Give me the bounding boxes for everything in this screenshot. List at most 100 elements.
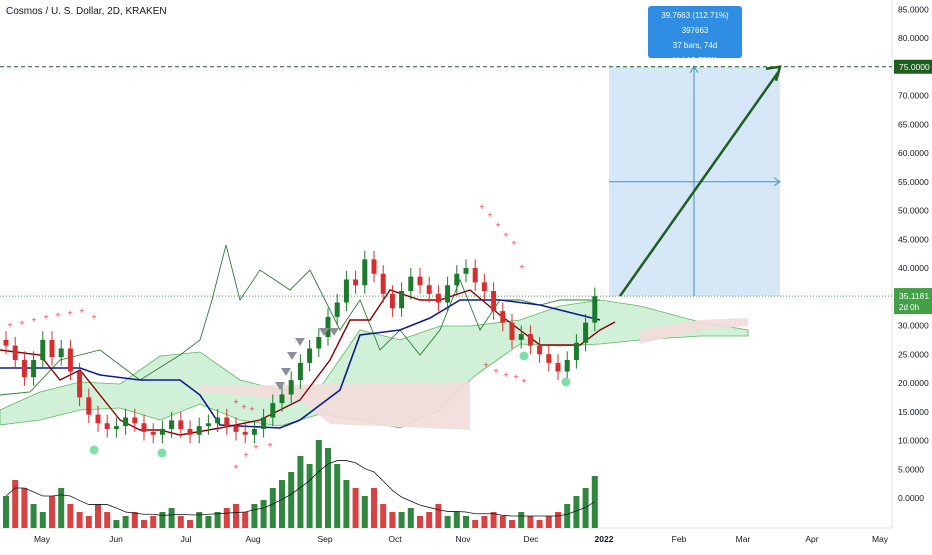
volume-bar (30, 504, 37, 528)
projection-arrowhead (765, 65, 782, 82)
candle-body (371, 259, 377, 274)
candle-body (481, 282, 487, 291)
sar-marker: + (241, 402, 246, 412)
y-tick-label: 85.0000 (898, 4, 929, 14)
y-tick-label: 30.0000 (898, 321, 929, 331)
current-price-subtext: 2d 0h (899, 303, 919, 312)
volume-bar (113, 520, 120, 528)
volume-bar (555, 512, 561, 528)
target-price-badge (894, 59, 932, 74)
candle-body (518, 334, 524, 340)
marker-triangle (295, 338, 305, 346)
x-tick-label: Feb (672, 534, 687, 544)
volume-bar (39, 512, 46, 528)
volume-bar (499, 516, 506, 528)
target-price-text: 75.0000 (899, 62, 930, 72)
volume-bar (141, 520, 147, 528)
volume-bar (104, 512, 111, 528)
volume-bar (426, 512, 433, 528)
x-tick-label: Oct (388, 534, 402, 544)
sar-marker: + (7, 320, 12, 330)
ichimoku-cloud-bear-future (640, 318, 748, 344)
x-tick-label: Jun (109, 534, 123, 544)
signal-dot (157, 448, 167, 458)
candle-body (178, 420, 184, 429)
volume-bar (435, 504, 442, 528)
sar-marker: + (267, 440, 272, 450)
candle-body (86, 397, 92, 415)
sar-marker: + (487, 210, 492, 220)
measure-line-bars: 37 bars, 74d (672, 41, 718, 50)
x-tick-label: Apr (805, 534, 818, 544)
marker-triangle (329, 328, 339, 336)
volume-bar (380, 504, 387, 528)
candle-body (537, 345, 543, 355)
candle-body (500, 311, 506, 323)
marker-triangle (281, 368, 291, 376)
sar-marker: + (233, 397, 238, 407)
signal-dot (89, 445, 99, 455)
volume-bar (407, 508, 414, 528)
kijun-sen-line (0, 299, 601, 429)
x-tick-label: Nov (455, 534, 471, 544)
candle-body (417, 276, 423, 286)
candle-body (141, 423, 147, 432)
sar-marker: + (233, 462, 238, 472)
ichimoku-cloud-bull (0, 299, 749, 429)
candle-body (49, 339, 55, 358)
volume-bar (481, 516, 488, 528)
volume-bar (223, 508, 230, 528)
sar-marker: + (483, 360, 488, 370)
candle-body (307, 348, 313, 363)
volume-bar (564, 504, 571, 528)
volume-bar (187, 520, 193, 528)
candle-body (509, 322, 515, 340)
volume-bar (269, 488, 276, 528)
candle-body (150, 431, 156, 435)
sar-marker: + (67, 308, 72, 318)
candle-body (527, 334, 533, 346)
volume-bar (260, 500, 267, 528)
candle-body (132, 417, 138, 424)
y-tick-label: 70.0000 (898, 91, 929, 101)
volume-bar (518, 512, 525, 528)
volume-bar (398, 512, 405, 528)
candle-body (95, 414, 101, 424)
volume-bar (85, 516, 92, 528)
ichimoku-cloud-bear (200, 382, 470, 430)
candle-body (58, 348, 64, 358)
candle-body (77, 371, 83, 398)
y-tick-label: 25.0000 (898, 349, 929, 359)
x-tick-label: Aug (245, 534, 260, 544)
measure-right-arrowhead (773, 177, 781, 187)
y-tick-label: 0.0000 (898, 493, 924, 503)
chikou-span-line (0, 244, 600, 396)
volume-bar (325, 448, 331, 528)
x-tick-label: Dec (523, 534, 539, 544)
volume-bar (472, 520, 479, 528)
volume-bar (306, 464, 313, 528)
marker-triangle (319, 328, 329, 336)
volume-bar (3, 496, 9, 528)
volume-bar (297, 456, 304, 528)
sar-marker: + (495, 220, 500, 230)
volume-bar (334, 464, 341, 528)
candle-body (123, 417, 129, 427)
volume-bar (214, 512, 221, 528)
candle-body (104, 423, 110, 429)
volume-bar (453, 512, 460, 528)
candle-body (297, 362, 303, 381)
volume-bar (417, 516, 423, 528)
candle-body (288, 380, 294, 395)
y-tick-label: 50.0000 (898, 206, 929, 216)
volume-bar (527, 516, 534, 528)
candle-body (270, 403, 276, 418)
candle-body (215, 417, 221, 424)
y-tick-label: 20.0000 (898, 378, 929, 388)
candle-body (389, 293, 395, 309)
x-tick-label: Sep (317, 534, 332, 544)
candle-body (426, 285, 432, 294)
candle-body (573, 342, 579, 360)
